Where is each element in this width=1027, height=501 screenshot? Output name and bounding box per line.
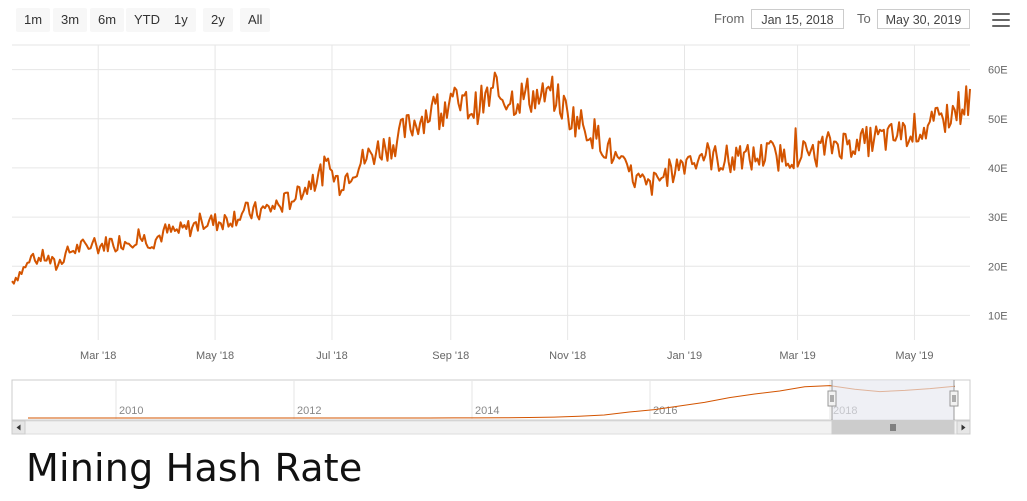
arrow-right-icon (961, 424, 966, 431)
y-tick-label: 40E (988, 163, 1008, 175)
navigator[interactable]: 20102012201420162018 (11, 379, 971, 421)
from-date-input[interactable]: Jan 15, 2018 (751, 9, 844, 29)
navigator-handle-left[interactable] (827, 390, 837, 407)
navigator-axis-label: 2010 (119, 405, 143, 417)
range-button-all[interactable]: All (240, 8, 271, 32)
hamburger-menu-icon[interactable] (992, 13, 1010, 29)
x-tick-label: Mar '19 (779, 350, 815, 362)
range-button-6m[interactable]: 6m (90, 8, 125, 32)
range-button-1m[interactable]: 1m (16, 8, 51, 32)
y-tick-label: 10E (988, 310, 1008, 322)
navigator-handle-right[interactable] (949, 390, 959, 407)
range-button-ytd[interactable]: YTD (126, 8, 168, 32)
y-tick-label: 30E (988, 212, 1008, 224)
y-tick-label: 60E (988, 65, 1008, 77)
range-button-3m[interactable]: 3m (53, 8, 88, 32)
arrow-left-icon (16, 424, 21, 431)
x-tick-label: May '18 (196, 350, 234, 362)
scrollbar-grip-icon (890, 424, 896, 431)
x-tick-label: Nov '18 (549, 350, 586, 362)
from-label: From (714, 11, 745, 26)
hash-rate-chart: 10E 20E 30E 40E 50E 60E Mar '18 May '18 Jul '18… (11, 44, 1008, 435)
x-axis: Mar '18 May '18 Jul '18 Sep '18 Nov '18 Jan '… (80, 350, 933, 362)
navigator-selection[interactable] (832, 380, 954, 420)
to-date-input[interactable]: May 30, 2019 (877, 9, 970, 29)
range-button-2y[interactable]: 2y (203, 8, 233, 32)
x-tick-label: Sep '18 (432, 350, 469, 362)
navigator-axis-label: 2012 (297, 405, 321, 417)
x-tick-label: Jan '19 (667, 350, 702, 362)
y-tick-label: 20E (988, 261, 1008, 273)
x-tick-label: Mar '18 (80, 350, 116, 362)
x-tick-label: Jul '18 (316, 350, 347, 362)
scrollbar[interactable] (11, 420, 971, 435)
x-tick-label: May '19 (895, 350, 933, 362)
navigator-axis-label: 2016 (653, 405, 677, 417)
scrollbar-track[interactable] (11, 420, 971, 435)
page-title: Mining Hash Rate (26, 446, 363, 490)
hash-rate-line (11, 71, 971, 285)
range-button-1y[interactable]: 1y (166, 8, 196, 32)
to-label: To (857, 11, 871, 26)
grid (12, 44, 970, 340)
navigator-axis-label: 2014 (475, 405, 499, 417)
y-tick-label: 50E (988, 114, 1008, 126)
y-axis: 10E 20E 30E 40E 50E 60E (988, 65, 1008, 323)
navigator-line (28, 385, 956, 419)
